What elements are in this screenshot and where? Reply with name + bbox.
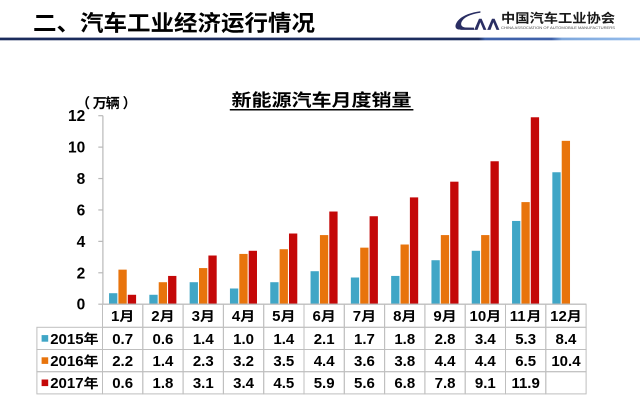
svg-text:12: 12 bbox=[68, 108, 85, 125]
svg-text:2016: 2016 bbox=[50, 353, 83, 370]
svg-text:7.8: 7.8 bbox=[435, 375, 456, 392]
svg-text:1.0: 1.0 bbox=[233, 331, 254, 348]
svg-text:10: 10 bbox=[470, 308, 487, 325]
svg-text:5.3: 5.3 bbox=[515, 331, 536, 348]
svg-text:1.8: 1.8 bbox=[153, 375, 174, 392]
svg-text:2.1: 2.1 bbox=[314, 331, 335, 348]
svg-text:3: 3 bbox=[192, 308, 200, 325]
svg-text:1.4: 1.4 bbox=[193, 331, 215, 348]
svg-text:CHINA ASSOCIATION OF AUTOMOBIL: CHINA ASSOCIATION OF AUTOMOBILE MANUFACT… bbox=[501, 26, 616, 30]
svg-text:2015: 2015 bbox=[50, 331, 83, 348]
svg-text:11.9: 11.9 bbox=[511, 375, 539, 392]
svg-text:3.6: 3.6 bbox=[354, 353, 375, 370]
svg-text:12: 12 bbox=[550, 308, 567, 325]
svg-text:4.5: 4.5 bbox=[273, 375, 294, 392]
svg-text:0: 0 bbox=[77, 297, 86, 314]
svg-text:2.8: 2.8 bbox=[435, 331, 456, 348]
svg-text:2.3: 2.3 bbox=[193, 353, 214, 370]
svg-text:3.4: 3.4 bbox=[233, 375, 255, 392]
svg-text:6.5: 6.5 bbox=[515, 353, 536, 370]
svg-text:5: 5 bbox=[272, 308, 280, 325]
svg-text:6.8: 6.8 bbox=[394, 375, 415, 392]
svg-text:0.7: 0.7 bbox=[112, 331, 133, 348]
svg-text:5.6: 5.6 bbox=[354, 375, 375, 392]
svg-text:6: 6 bbox=[312, 308, 320, 325]
svg-text:1.8: 1.8 bbox=[394, 331, 415, 348]
svg-text:1.7: 1.7 bbox=[354, 331, 375, 348]
svg-text:4.4: 4.4 bbox=[435, 353, 457, 370]
svg-text:4.4: 4.4 bbox=[314, 353, 336, 370]
svg-text:8: 8 bbox=[77, 171, 86, 188]
svg-text:4.4: 4.4 bbox=[475, 353, 497, 370]
svg-text:9.1: 9.1 bbox=[475, 375, 496, 392]
svg-text:10.4: 10.4 bbox=[551, 353, 581, 370]
svg-text:2.2: 2.2 bbox=[112, 353, 133, 370]
svg-text:3.8: 3.8 bbox=[394, 353, 415, 370]
svg-text:3.4: 3.4 bbox=[475, 331, 497, 348]
svg-text:7: 7 bbox=[353, 308, 361, 325]
svg-text:2017: 2017 bbox=[50, 375, 83, 392]
svg-text:5.9: 5.9 bbox=[314, 375, 335, 392]
svg-text:1.4: 1.4 bbox=[153, 353, 175, 370]
svg-text:2: 2 bbox=[151, 308, 159, 325]
svg-text:4: 4 bbox=[232, 308, 241, 325]
svg-text:0.6: 0.6 bbox=[153, 331, 174, 348]
svg-text:2: 2 bbox=[77, 265, 86, 282]
svg-text:4: 4 bbox=[77, 234, 86, 251]
svg-text:8: 8 bbox=[393, 308, 401, 325]
svg-text:11: 11 bbox=[510, 308, 526, 325]
svg-text:8.4: 8.4 bbox=[556, 331, 578, 348]
svg-text:9: 9 bbox=[433, 308, 441, 325]
svg-text:3.1: 3.1 bbox=[193, 375, 214, 392]
svg-text:3.5: 3.5 bbox=[273, 353, 294, 370]
svg-text:1: 1 bbox=[111, 308, 119, 325]
svg-text:0.6: 0.6 bbox=[112, 375, 133, 392]
svg-text:1.4: 1.4 bbox=[273, 331, 295, 348]
svg-text:10: 10 bbox=[68, 140, 85, 157]
svg-text:3.2: 3.2 bbox=[233, 353, 254, 370]
svg-text:6: 6 bbox=[77, 203, 86, 220]
